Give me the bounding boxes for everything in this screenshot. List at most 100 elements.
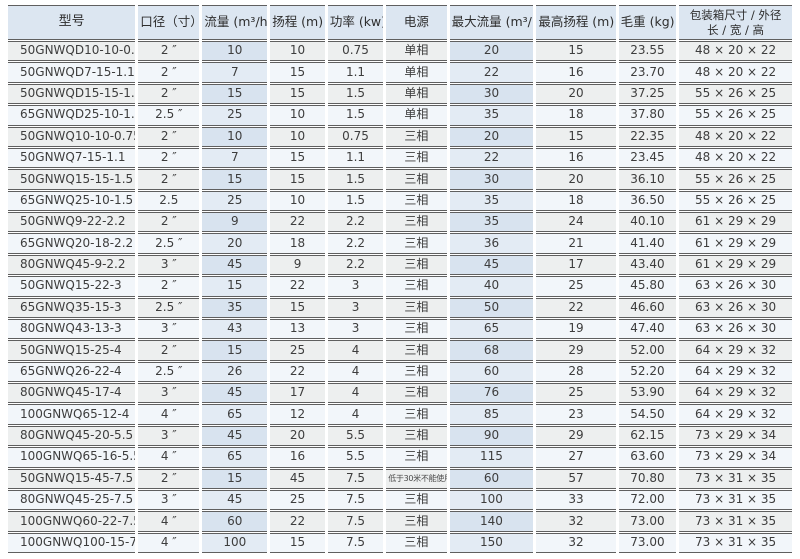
cell-flow: 45 bbox=[202, 489, 268, 511]
cell-head: 10 bbox=[270, 105, 325, 126]
cell-caliber: 2 ″ bbox=[138, 468, 200, 489]
cell-model: 100GNWQ65-16-5.5 bbox=[8, 447, 136, 468]
cell-weight: 72.00 bbox=[618, 489, 677, 511]
cell-flow: 45 bbox=[202, 383, 268, 404]
table-row: 50GNWQD15-15-1.5 2 ″ 15 15 1.5 单相 30 20 37.25 55 … bbox=[8, 83, 792, 105]
table-row: 80GNWQ43-13-3 3 ″ 43 13 3 三相 65 19 47.40 63 × 26 … bbox=[8, 318, 792, 340]
cell-caliber: 2 ″ bbox=[138, 62, 200, 83]
cell-max-head: 29 bbox=[536, 425, 616, 447]
cell-box: 48 × 20 × 22 bbox=[679, 62, 792, 83]
cell-model: 50GNWQ7-15-1.1 bbox=[8, 147, 136, 169]
cell-box: 48 × 20 × 22 bbox=[679, 126, 792, 147]
cell-power: 3 bbox=[327, 297, 384, 318]
table-row: 50GNWQ7-15-1.1 2 ″ 7 15 1.1 三相 22 16 23.45 48 × 2… bbox=[8, 147, 792, 169]
cell-model: 100GNWQ65-12-4 bbox=[8, 404, 136, 425]
cell-weight: 36.10 bbox=[618, 169, 677, 190]
cell-box: 63 × 26 × 30 bbox=[679, 297, 792, 318]
cell-weight: 45.80 bbox=[618, 276, 677, 297]
cell-weight: 43.40 bbox=[618, 254, 677, 276]
cell-max-head: 25 bbox=[536, 276, 616, 297]
cell-head: 25 bbox=[270, 340, 325, 361]
cell-supply: 单相 bbox=[386, 105, 447, 126]
cell-flow: 26 bbox=[202, 361, 268, 382]
cell-power: 4 bbox=[327, 361, 384, 382]
cell-max-head: 18 bbox=[536, 105, 616, 126]
cell-head: 10 bbox=[270, 126, 325, 147]
cell-power: 7.5 bbox=[327, 468, 384, 489]
cell-weight: 52.20 bbox=[618, 361, 677, 382]
cell-weight: 62.15 bbox=[618, 425, 677, 447]
cell-box: 61 × 29 × 29 bbox=[679, 254, 792, 276]
cell-box: 48 × 20 × 22 bbox=[679, 41, 792, 62]
cell-max-flow: 40 bbox=[449, 276, 534, 297]
cell-supply: 三相 bbox=[386, 297, 447, 318]
header-line-2: 长 / 宽 / 高 bbox=[707, 22, 765, 37]
cell-max-head: 29 bbox=[536, 340, 616, 361]
cell-box: 61 × 29 × 29 bbox=[679, 212, 792, 233]
cell-weight: 23.55 bbox=[618, 41, 677, 62]
table-row: 50GNWQ15-25-4 2 ″ 15 25 4 三相 68 29 52.00 64 × 29 … bbox=[8, 340, 792, 361]
cell-head: 22 bbox=[270, 511, 325, 532]
cell-model: 80GNWQ45-25-7.5 bbox=[8, 489, 136, 511]
cell-model: 50GNWQ9-22-2.2 bbox=[8, 212, 136, 233]
cell-model: 50GNWQ15-15-1.5 bbox=[8, 169, 136, 190]
cell-model: 50GNWQ15-45-7.5 bbox=[8, 468, 136, 489]
cell-caliber: 2 ″ bbox=[138, 212, 200, 233]
cell-supply: 三相 bbox=[386, 212, 447, 233]
cell-caliber: 2.5 ″ bbox=[138, 361, 200, 382]
cell-max-head: 33 bbox=[536, 489, 616, 511]
cell-head: 22 bbox=[270, 276, 325, 297]
cell-flow: 7 bbox=[202, 147, 268, 169]
cell-head: 13 bbox=[270, 318, 325, 340]
cell-supply: 三相 bbox=[386, 489, 447, 511]
table-row: 50GNWQD7-15-1.1 2 ″ 7 15 1.1 单相 22 16 23.70 48 × … bbox=[8, 62, 792, 83]
cell-weight: 73.00 bbox=[618, 511, 677, 532]
cell-model: 50GNWQ10-10-0.75 bbox=[8, 126, 136, 147]
cell-weight: 54.50 bbox=[618, 404, 677, 425]
cell-head: 17 bbox=[270, 383, 325, 404]
cell-caliber: 2.5 ″ bbox=[138, 105, 200, 126]
cell-model: 50GNWQD7-15-1.1 bbox=[8, 62, 136, 83]
cell-max-head: 16 bbox=[536, 62, 616, 83]
cell-max-head: 32 bbox=[536, 511, 616, 532]
cell-flow: 45 bbox=[202, 425, 268, 447]
cell-max-head: 20 bbox=[536, 83, 616, 105]
table-row: 50GNWQ15-45-7.5 2 ″ 15 45 7.5 低于30米不能使用 60 57 70… bbox=[8, 468, 792, 489]
cell-flow: 65 bbox=[202, 404, 268, 425]
cell-max-flow: 50 bbox=[449, 297, 534, 318]
cell-head: 15 bbox=[270, 297, 325, 318]
cell-model: 65GNWQ35-15-3 bbox=[8, 297, 136, 318]
cell-box: 55 × 26 × 25 bbox=[679, 83, 792, 105]
cell-box: 73 × 29 × 34 bbox=[679, 425, 792, 447]
cell-head: 10 bbox=[270, 41, 325, 62]
cell-power: 0.75 bbox=[327, 126, 384, 147]
cell-max-head: 15 bbox=[536, 126, 616, 147]
cell-max-flow: 76 bbox=[449, 383, 534, 404]
cell-flow: 65 bbox=[202, 447, 268, 468]
header-line-1: 包装箱尺寸 / 外径 bbox=[689, 7, 782, 22]
cell-supply: 三相 bbox=[386, 404, 447, 425]
cell-flow: 9 bbox=[202, 212, 268, 233]
cell-max-head: 23 bbox=[536, 404, 616, 425]
cell-flow: 15 bbox=[202, 83, 268, 105]
cell-head: 25 bbox=[270, 489, 325, 511]
cell-model: 100GNWQ60-22-7.5 bbox=[8, 511, 136, 532]
cell-model: 80GNWQ45-20-5.5 bbox=[8, 425, 136, 447]
cell-weight: 37.25 bbox=[618, 83, 677, 105]
cell-head: 22 bbox=[270, 212, 325, 233]
cell-power: 3 bbox=[327, 318, 384, 340]
cell-max-head: 24 bbox=[536, 212, 616, 233]
cell-model: 50GNWQ15-25-4 bbox=[8, 340, 136, 361]
cell-caliber: 2.5 ″ bbox=[138, 233, 200, 254]
cell-box: 73 × 31 × 35 bbox=[679, 489, 792, 511]
col-header-model: 型号 bbox=[8, 5, 136, 40]
cell-max-flow: 115 bbox=[449, 447, 534, 468]
cell-supply: 单相 bbox=[386, 83, 447, 105]
table-row: 80GNWQ45-9-2.2 3 ″ 45 9 2.2 三相 45 17 43.40 61 × 2… bbox=[8, 254, 792, 276]
table-row: 65GNWQ20-18-2.2 2.5 ″ 20 18 2.2 三相 36 21 41.40 61… bbox=[8, 233, 792, 254]
cell-box: 73 × 31 × 35 bbox=[679, 511, 792, 532]
table-row: 100GNWQ65-16-5.5 4 ″ 65 16 5.5 三相 115 27 63.60 73… bbox=[8, 447, 792, 468]
cell-power: 4 bbox=[327, 340, 384, 361]
col-header-head: 扬程 (m) bbox=[270, 5, 325, 40]
cell-caliber: 2 ″ bbox=[138, 340, 200, 361]
